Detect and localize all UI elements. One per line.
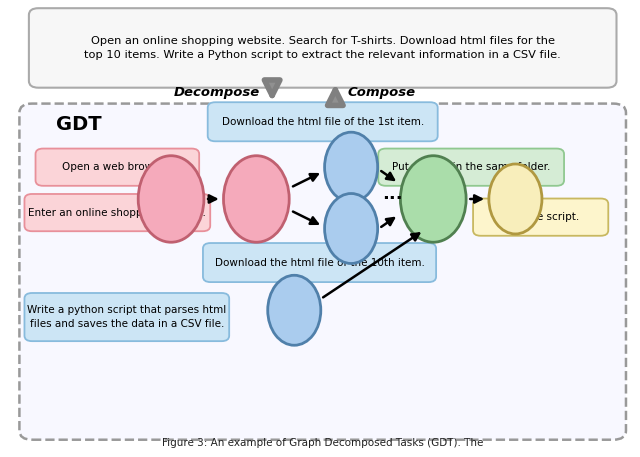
FancyBboxPatch shape xyxy=(19,104,626,440)
FancyBboxPatch shape xyxy=(24,293,229,341)
Text: Enter an online shopping website.: Enter an online shopping website. xyxy=(28,207,206,218)
Text: Put all files in the same folder.: Put all files in the same folder. xyxy=(392,162,550,172)
Ellipse shape xyxy=(324,132,378,202)
Text: Download the html file of the 1st item.: Download the html file of the 1st item. xyxy=(221,117,424,127)
Text: Write a python script that parses html
files and saves the data in a CSV file.: Write a python script that parses html f… xyxy=(27,305,227,329)
Text: ···: ··· xyxy=(382,190,403,208)
Text: Figure 3: An example of Graph Decomposed Tasks (GDT). The: Figure 3: An example of Graph Decomposed… xyxy=(162,438,483,448)
Text: GDT: GDT xyxy=(56,115,102,133)
Ellipse shape xyxy=(324,193,378,264)
FancyBboxPatch shape xyxy=(378,149,564,186)
Ellipse shape xyxy=(138,156,204,242)
Text: Open a web browser.: Open a web browser. xyxy=(63,162,172,172)
Ellipse shape xyxy=(489,164,542,234)
Text: Decompose: Decompose xyxy=(173,86,259,99)
Text: Download the html file of the 10th item.: Download the html file of the 10th item. xyxy=(214,258,424,267)
FancyBboxPatch shape xyxy=(208,102,438,141)
Ellipse shape xyxy=(268,275,321,345)
FancyBboxPatch shape xyxy=(24,194,210,231)
Text: Run the script.: Run the script. xyxy=(502,212,579,222)
FancyBboxPatch shape xyxy=(36,149,199,186)
Ellipse shape xyxy=(401,156,466,242)
FancyBboxPatch shape xyxy=(473,198,608,236)
Ellipse shape xyxy=(223,156,289,242)
Text: Open an online shopping website. Search for T-shirts. Download html files for th: Open an online shopping website. Search … xyxy=(84,36,561,60)
FancyBboxPatch shape xyxy=(29,8,616,88)
FancyBboxPatch shape xyxy=(203,243,436,282)
Text: Compose: Compose xyxy=(348,86,416,99)
